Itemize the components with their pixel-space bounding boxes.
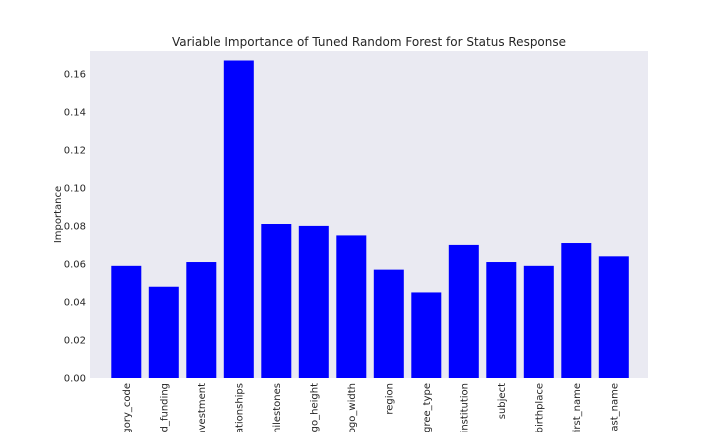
x-tick-label: institution [459, 383, 470, 432]
x-tick-label: milestones [272, 383, 283, 432]
plot-area [90, 51, 648, 378]
x-tick-label: ad_funding [159, 383, 170, 432]
y-tick-label: 0.04 [64, 297, 86, 308]
x-tick-label: investment [197, 383, 208, 432]
bar [561, 243, 592, 378]
x-tick-label: egree_type [422, 383, 433, 432]
bar [486, 262, 517, 378]
bar [148, 286, 179, 378]
x-tick-label: birthplace [534, 383, 545, 432]
y-axis-ticks: 0.00 0.02 0.04 0.06 0.08 0.10 0.12 0.14 0.16 [64, 69, 86, 384]
chart-title: Variable Importance of Tuned Random Fore… [172, 35, 566, 49]
bar [373, 269, 404, 378]
bar [336, 235, 367, 378]
x-tick-label: lationships [234, 383, 245, 432]
bar [411, 292, 442, 378]
x-tick-label: subject [497, 383, 508, 419]
bar [598, 256, 629, 378]
x-tick-label: logo_width [347, 383, 358, 432]
bar [298, 225, 329, 378]
y-tick-label: 0.14 [64, 107, 86, 118]
y-tick-label: 0.08 [64, 221, 86, 232]
bar [448, 244, 479, 378]
y-tick-label: 0.12 [64, 145, 86, 156]
x-axis-ticks: gory_code ad_funding investment lationships… [122, 383, 620, 432]
y-tick-label: 0.02 [64, 335, 86, 346]
x-tick-label: ogo_height [309, 383, 320, 432]
bar [223, 60, 254, 379]
y-axis-label: Importance [53, 186, 64, 243]
bar [186, 262, 217, 378]
x-tick-label: first_name [572, 383, 583, 432]
x-tick-label: region [384, 383, 395, 415]
y-tick-label: 0.06 [64, 259, 86, 270]
x-tick-label: gory_code [122, 383, 133, 432]
y-tick-label: 0.00 [64, 374, 86, 385]
y-tick-label: 0.16 [64, 69, 86, 80]
bar [111, 265, 142, 378]
bar [261, 224, 292, 378]
y-tick-label: 0.10 [64, 183, 86, 194]
x-tick-label: last_name [609, 383, 620, 432]
bars-group [111, 60, 629, 379]
bar [523, 265, 554, 378]
